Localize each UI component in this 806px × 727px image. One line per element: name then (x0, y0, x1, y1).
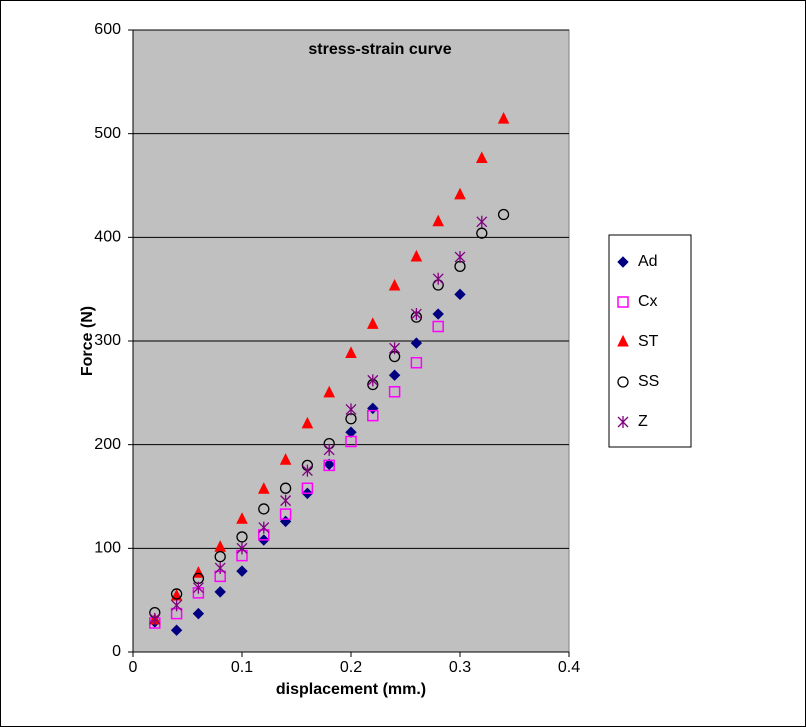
x-tick-label: 0.2 (340, 659, 362, 676)
legend-marker (617, 376, 629, 388)
marker (258, 503, 270, 515)
y-axis-label: Force (N) (79, 306, 96, 376)
marker (367, 374, 379, 387)
marker (345, 346, 357, 358)
marker (475, 151, 488, 164)
marker (170, 607, 183, 620)
marker (410, 308, 422, 321)
legend-label: Z (638, 413, 648, 430)
marker (454, 288, 466, 301)
marker (454, 251, 466, 264)
marker (388, 386, 401, 398)
marker (476, 227, 488, 239)
marker (214, 562, 226, 575)
marker (192, 587, 205, 599)
marker (236, 542, 248, 555)
marker (389, 342, 401, 355)
marker (323, 459, 335, 472)
marker (170, 588, 183, 600)
marker (214, 586, 226, 598)
y-tick-label: 600 (94, 21, 121, 38)
marker (258, 521, 270, 534)
marker (476, 215, 488, 228)
marker (432, 272, 444, 285)
x-tick-label: 0.4 (558, 659, 580, 676)
marker (454, 187, 466, 200)
marker (497, 208, 510, 221)
y-tick-label: 500 (94, 125, 121, 142)
legend-label: SS (638, 373, 659, 390)
legend-marker (617, 334, 629, 347)
marker (280, 494, 292, 507)
x-axis-label: displacement (mm.) (276, 681, 426, 698)
marker (410, 311, 423, 323)
marker (345, 413, 357, 425)
marker (279, 453, 292, 465)
marker (454, 260, 466, 272)
marker (149, 612, 161, 625)
marker (366, 317, 379, 329)
marker (192, 581, 204, 594)
marker (236, 512, 248, 524)
marker (257, 482, 270, 494)
marker (432, 320, 444, 333)
y-tick-label: 200 (94, 436, 121, 453)
marker (171, 599, 183, 612)
legend-label: Cx (638, 293, 658, 310)
marker (345, 435, 357, 448)
marker (410, 357, 423, 369)
marker (410, 249, 423, 262)
y-tick-label: 300 (94, 332, 121, 349)
marker (236, 565, 248, 577)
marker (432, 308, 444, 320)
x-tick-label: 0.1 (231, 659, 253, 676)
marker (388, 278, 401, 291)
marker (388, 350, 401, 363)
marker (367, 409, 379, 422)
marker (214, 570, 226, 583)
marker (410, 337, 423, 349)
x-tick-label: 0.3 (449, 659, 471, 676)
marker (432, 214, 445, 227)
y-tick-label: 100 (94, 540, 121, 557)
marker (301, 464, 313, 477)
marker (388, 369, 401, 381)
marker (301, 482, 314, 494)
marker (323, 443, 335, 456)
chart-title: stress-strain curve (308, 41, 451, 58)
legend-marker (617, 416, 629, 428)
y-tick-label: 400 (94, 229, 121, 246)
marker (301, 416, 314, 429)
marker (192, 607, 205, 620)
marker (214, 551, 226, 563)
y-tick-label: 0 (112, 643, 121, 660)
legend-marker (617, 256, 629, 268)
marker (497, 112, 510, 124)
marker (323, 385, 336, 398)
legend-label: ST (638, 333, 659, 350)
legend-label: Ad (638, 253, 658, 270)
marker (192, 572, 205, 584)
marker (301, 459, 314, 471)
marker (323, 458, 335, 471)
x-tick-label: 0 (129, 659, 138, 676)
marker (279, 508, 292, 520)
legend-marker (617, 296, 629, 308)
marker (170, 624, 183, 636)
marker (236, 531, 248, 543)
marker (279, 482, 292, 494)
marker (345, 403, 357, 416)
